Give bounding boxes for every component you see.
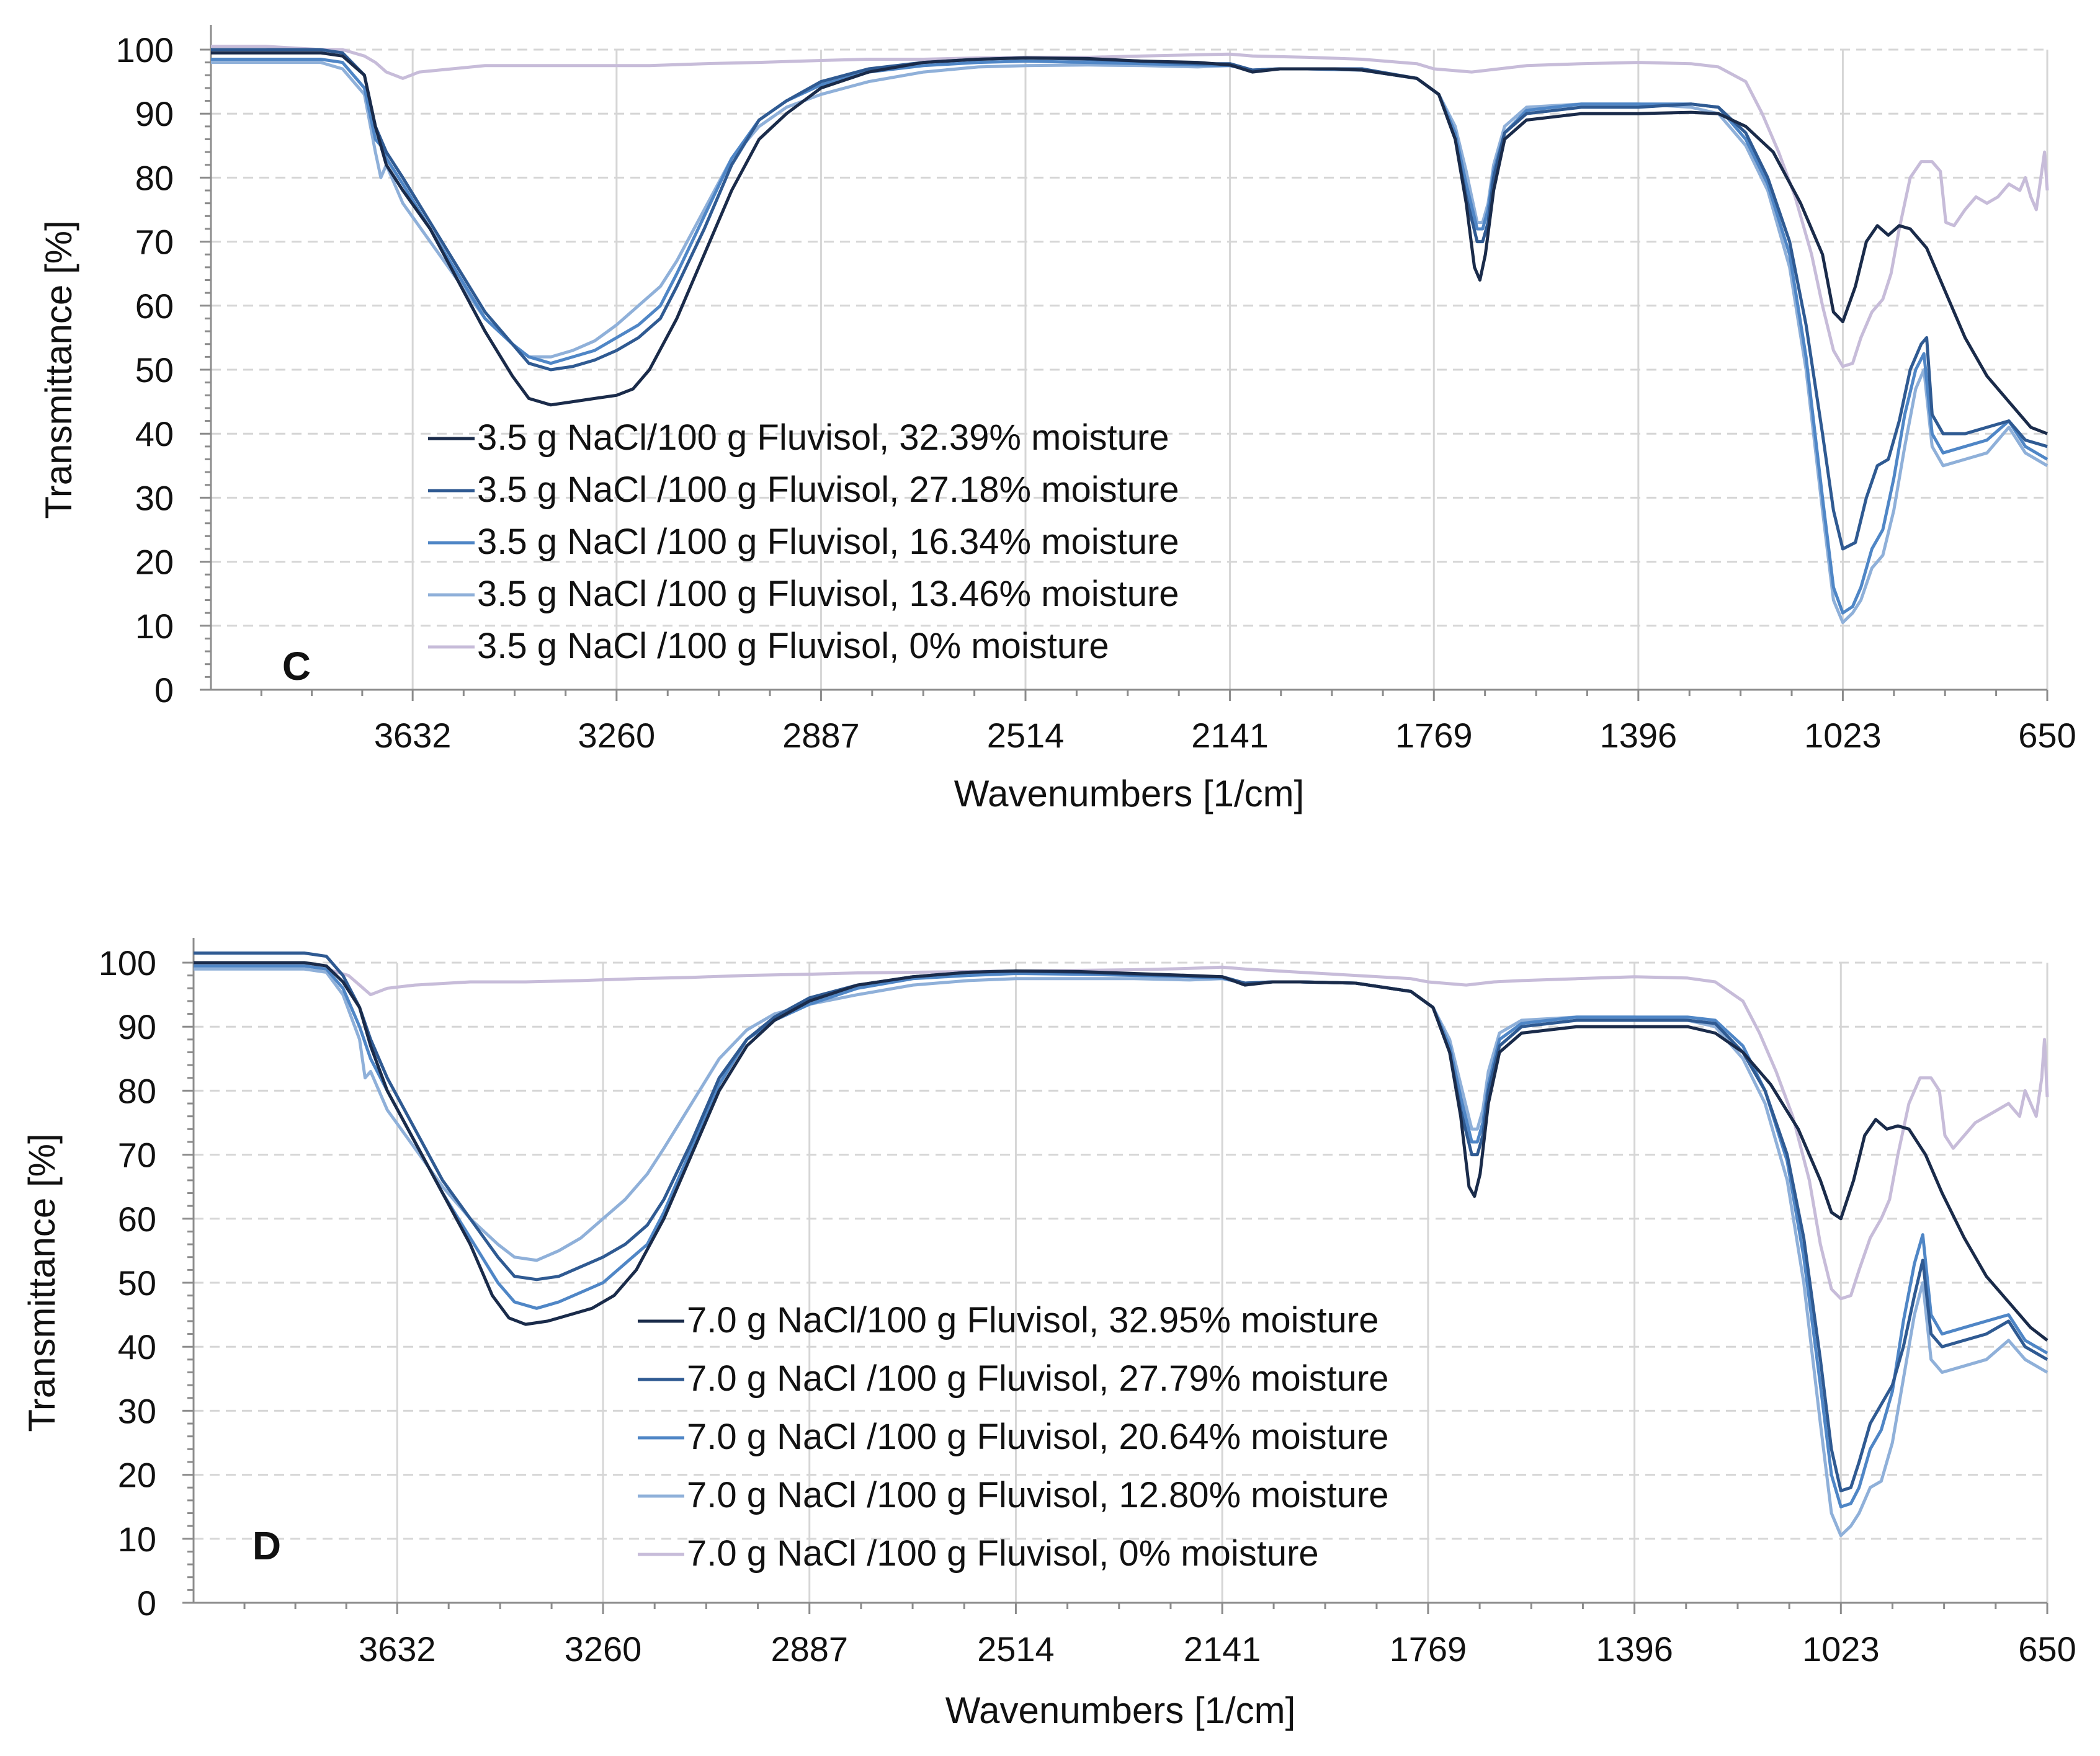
x-tick-label: 2141 [1191,716,1269,755]
x-tick-label: 2514 [977,1629,1055,1669]
series-line-1 [194,961,2049,1342]
x-tick-label: 3260 [578,716,656,755]
legend-label: 7.0 g NaCl /100 g Fluvisol, 20.64% moist… [687,1417,1389,1457]
y-tick-label: 40 [118,1327,156,1366]
legend: 3.5 g NaCl/100 g Fluvisol, 32.39% moistu… [428,417,1179,666]
legend-label: 3.5 g NaCl /100 g Fluvisol, 0% moisture [477,626,1109,666]
chart-panel-d: 0 10 20 30 40 50 60 70 80 90 100 3632 3260 2887 2514 21… [21,938,2076,1731]
y-tick-label: 50 [135,350,174,390]
x-tick-label: 1769 [1395,716,1473,755]
y-tick-label: 60 [118,1200,156,1239]
y-tick-label: 30 [118,1391,156,1430]
legend: 7.0 g NaCl/100 g Fluvisol, 32.95% moistu… [638,1300,1389,1574]
series-line-5 [211,45,2049,368]
y-tick-label: 30 [135,478,174,517]
y-tick-label: 100 [99,943,156,983]
panel-letter: C [282,644,311,689]
legend-label: 3.5 g NaCl /100 g Fluvisol, 13.46% moist… [477,574,1179,614]
gridlines [194,961,2049,1603]
legend-label: 7.0 g NaCl/100 g Fluvisol, 32.95% moistu… [687,1300,1378,1340]
x-axis-title: Wavenumbers [1/cm] [945,1690,1296,1731]
y-tick-label: 80 [135,158,174,197]
series-line-5 [194,964,2049,1301]
x-tick-label: 2887 [782,716,860,755]
series-lines [211,45,2049,625]
x-tick-label: 2887 [771,1629,848,1669]
x-tick-label: 650 [2018,1629,2076,1669]
y-tick-label: 0 [137,1584,156,1623]
y-tick-label: 100 [116,30,174,69]
series-lines [194,952,2049,1538]
y-tick-label: 90 [118,1007,156,1046]
y-tick-label: 40 [135,414,174,453]
legend-label: 3.5 g NaCl/100 g Fluvisol, 32.39% moistu… [477,417,1169,458]
legend-label: 3.5 g NaCl /100 g Fluvisol, 16.34% moist… [477,522,1179,562]
legend-label: 3.5 g NaCl /100 g Fluvisol, 27.18% moist… [477,470,1179,510]
panel-letter: D [252,1523,281,1568]
y-tick-label: 20 [118,1456,156,1495]
x-tick-label: 3632 [359,1629,436,1669]
y-tick-label: 80 [118,1071,156,1110]
x-axis-title: Wavenumbers [1/cm] [954,773,1305,814]
x-tick-label: 1396 [1600,716,1678,755]
y-tick-label: 70 [118,1136,156,1175]
y-tick-label: 10 [118,1520,156,1559]
y-tick-label: 60 [135,287,174,326]
legend-label: 7.0 g NaCl /100 g Fluvisol, 12.80% moist… [687,1475,1389,1515]
x-tick-label: 1396 [1596,1629,1673,1669]
y-tick-label: 10 [135,607,174,646]
y-tick-label: 0 [154,671,174,710]
y-axis-title: Transmittance [%] [21,1133,63,1432]
x-tick-label: 1769 [1390,1629,1467,1669]
series-line-1 [211,51,2048,435]
y-tick-label: 20 [135,543,174,582]
y-tick-label: 70 [135,223,174,262]
gridlines [211,48,2049,690]
x-tick-label: 2514 [987,716,1065,755]
x-tick-label: 1023 [1804,716,1882,755]
y-tick-label: 90 [135,94,174,133]
x-tick-label: 650 [2018,716,2076,755]
y-axis-title: Transmittance [%] [38,220,79,519]
x-tick-label: 3260 [565,1629,642,1669]
legend-label: 7.0 g NaCl /100 g Fluvisol, 27.79% moist… [687,1358,1389,1399]
x-tick-label: 1023 [1802,1629,1880,1669]
x-tick-label: 3632 [374,716,452,755]
x-tick-label: 2141 [1184,1629,1261,1669]
legend-label: 7.0 g NaCl /100 g Fluvisol, 0% moisture [687,1533,1319,1574]
chart-panel-c: 0 10 20 30 40 50 60 70 80 90 100 3632 3260 2887 2514 21… [38,25,2076,814]
y-tick-label: 50 [118,1264,156,1303]
